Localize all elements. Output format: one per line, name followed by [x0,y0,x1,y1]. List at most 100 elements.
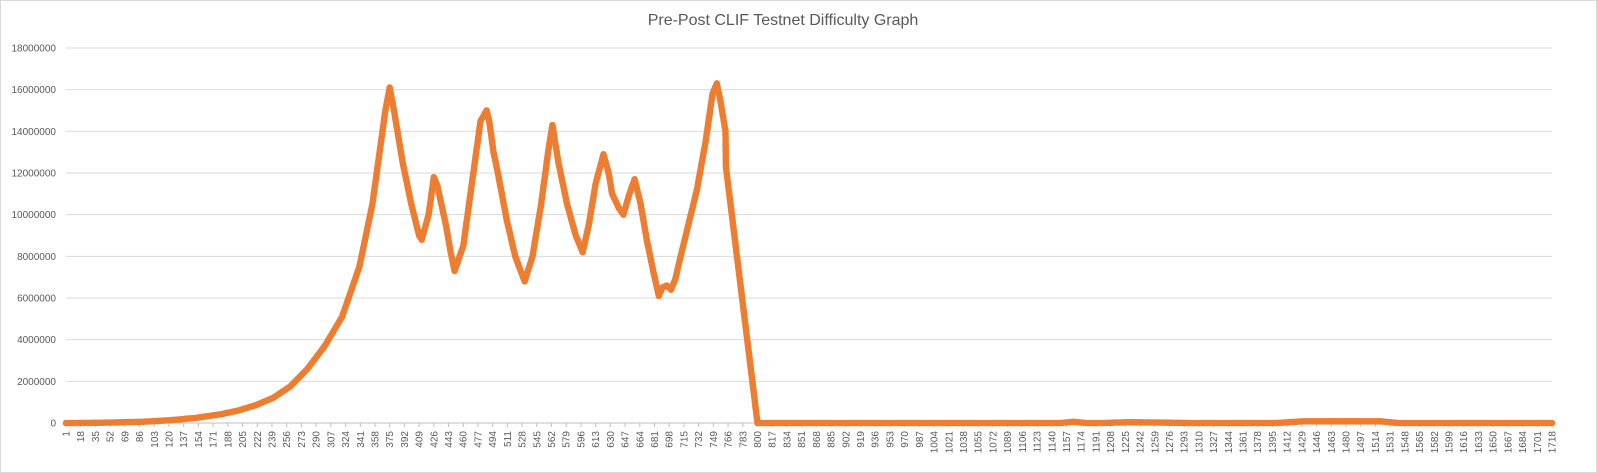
x-tick-label: 749 [709,431,720,448]
x-tick-label: 1684 [1518,431,1529,454]
x-tick-label: 1157 [1062,431,1073,453]
x-tick-label: 273 [297,431,308,448]
x-tick-label: 1072 [988,431,999,454]
x-tick-label: 1463 [1327,431,1338,454]
x-tick-label: 817 [768,431,779,448]
x-tick-label: 1174 [1077,431,1088,453]
series-layer [62,80,1556,427]
x-tick-label: 596 [576,431,587,448]
x-tick-label: 579 [562,431,573,448]
x-tick-label: 239 [267,431,278,448]
x-tick-label: 1633 [1474,431,1485,454]
x-tick-label: 1106 [1018,431,1029,453]
y-tick-label: 0 [50,419,56,430]
x-tick-label: 783 [738,431,749,448]
x-tick-label: 562 [547,431,558,448]
y-tick-label: 14000000 [12,127,57,138]
chart-title: Pre-Post CLIF Testnet Difficulty Graph [647,12,919,29]
x-tick-label: 647 [621,431,632,448]
x-tick-label: 1293 [1180,431,1191,454]
x-tick-label: 511 [503,431,514,447]
x-tick-label: 970 [900,431,911,448]
x-tick-label: 86 [135,431,146,443]
x-tick-label: 1021 [944,431,955,454]
x-tick-label: 1208 [1106,431,1117,454]
x-tick-label: 171 [209,431,220,448]
x-tick-label: 545 [532,431,543,448]
x-tick-label: 409 [415,431,426,448]
x-tick-label: 69 [120,431,131,443]
data-point-marker [1548,419,1556,427]
x-tick-label: 324 [341,431,352,448]
x-tick-label: 205 [238,431,249,448]
x-tick-label: 1 [62,431,73,437]
x-tick-label: 1327 [1209,431,1220,454]
x-tick-label: 103 [150,431,161,448]
x-tick-label: 1548 [1400,431,1411,454]
x-tick-label: 1718 [1548,431,1559,454]
x-tick-label: 222 [253,431,264,448]
gridlines [66,47,1552,424]
x-tick-label: 1361 [1239,431,1250,454]
x-tick-label: 936 [871,431,882,448]
y-tick-label: 16000000 [12,85,57,96]
x-tick-label: 375 [385,431,396,448]
x-tick-label: 1225 [1121,431,1132,454]
x-tick-label: 443 [444,431,455,448]
x-tick-label: 1004 [930,431,941,454]
y-tick-label: 2000000 [17,377,56,388]
x-tick-label: 800 [753,431,764,448]
x-tick-label: 358 [370,431,381,448]
y-tick-label: 12000000 [12,169,57,180]
x-tick-label: 1565 [1415,431,1426,454]
x-tick-label: 732 [694,431,705,448]
x-tick-label: 1531 [1386,431,1397,454]
x-tick-label: 137 [179,431,190,448]
y-tick-label: 8000000 [17,252,56,263]
x-tick-label: 528 [518,431,529,448]
x-tick-label: 919 [856,431,867,448]
series-line [65,82,1552,425]
x-tick-label: 885 [827,431,838,448]
x-tick-label: 1412 [1283,431,1294,454]
x-tick-label: 460 [459,431,470,448]
x-tick-label: 1650 [1489,431,1500,454]
x-tick-label: 392 [400,431,411,448]
x-tick-label: 1616 [1459,431,1470,454]
x-tick-label: 1497 [1356,431,1367,454]
y-axis: 0 2000000 4000000 6000000 8000000 10000000 120… [12,44,57,430]
x-tick-label: 834 [782,431,793,448]
x-tick-label: 715 [679,431,690,448]
x-tick-label: 1480 [1342,431,1353,454]
x-tick-label: 1276 [1165,431,1176,454]
x-tick-label: 1055 [974,431,985,454]
x-tick-label: 494 [488,431,499,448]
y-tick-label: 10000000 [12,210,57,221]
x-tick-label: 664 [635,431,646,448]
x-tick-label: 18 [76,431,87,443]
x-tick-label: 256 [282,431,293,448]
x-axis: 1 18 35 52 69 86 103 120 137 154 171 188 205 222 239 25… [62,423,1559,453]
x-tick-label: 52 [106,431,117,443]
x-tick-label: 698 [665,431,676,448]
x-tick-label: 613 [591,431,602,448]
x-tick-label: 1378 [1253,431,1264,454]
x-tick-label: 1599 [1445,431,1456,454]
x-tick-label: 851 [797,431,808,448]
x-tick-label: 1089 [1003,431,1014,454]
x-tick-label: 681 [650,431,661,448]
x-tick-label: 426 [429,431,440,448]
x-tick-label: 290 [312,431,323,448]
x-tick-label: 1038 [959,431,970,454]
x-tick-label: 902 [841,431,852,448]
x-tick-label: 868 [812,431,823,448]
x-tick-label: 1344 [1224,431,1235,454]
x-tick-label: 1140 [1047,431,1058,453]
y-tick-label: 6000000 [17,294,56,305]
x-tick-label: 1667 [1503,431,1514,454]
x-tick-label: 1446 [1312,431,1323,454]
x-tick-label: 1259 [1150,431,1161,454]
x-tick-label: 1701 [1533,431,1544,454]
